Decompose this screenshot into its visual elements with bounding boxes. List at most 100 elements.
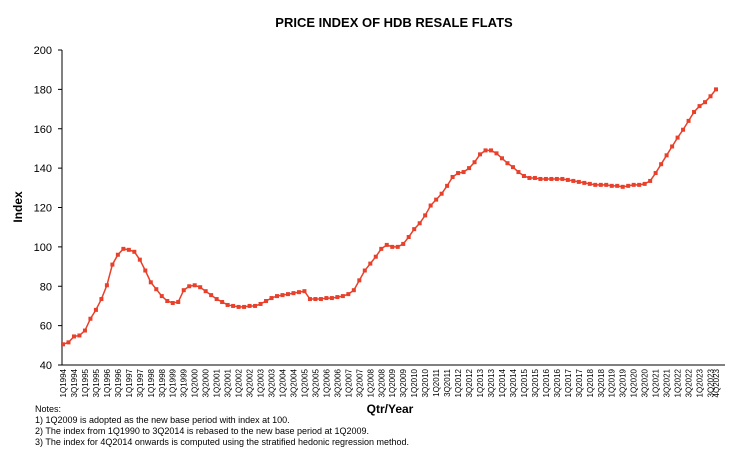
x-axis-title: Qtr/Year	[367, 402, 414, 416]
point	[664, 153, 669, 158]
x-tick-label: 3Q1997	[136, 368, 145, 397]
point	[615, 183, 620, 188]
x-tick-label: 1Q1999	[169, 368, 178, 397]
point	[461, 170, 466, 175]
point	[291, 291, 296, 296]
point	[434, 197, 439, 202]
point	[593, 182, 598, 187]
point	[483, 148, 488, 153]
x-tick-label: 1Q2016	[542, 368, 551, 397]
point	[670, 144, 675, 149]
x-tick-label: 3Q2016	[553, 368, 562, 397]
point	[494, 151, 499, 156]
point	[516, 170, 521, 175]
x-tick-label: 3Q2015	[531, 368, 540, 397]
point	[692, 110, 697, 115]
x-tick-label: 1Q2017	[564, 368, 573, 397]
point	[686, 118, 691, 123]
point	[165, 299, 170, 304]
point	[335, 295, 340, 300]
x-tick-label: 3Q2014	[509, 368, 518, 397]
point	[390, 244, 395, 249]
point	[220, 300, 225, 304]
point	[82, 328, 87, 333]
x-tick-label: 1Q2019	[608, 368, 617, 397]
point	[242, 304, 247, 309]
y-tick-label: 80	[40, 281, 52, 293]
x-tick-label: 3Q2006	[333, 368, 342, 397]
point	[181, 288, 186, 293]
point	[137, 257, 142, 262]
x-tick-label: 3Q2008	[377, 368, 386, 397]
x-tick-label: 1Q2011	[432, 368, 441, 396]
x-tick-label: 3Q2009	[399, 368, 408, 397]
x-tick-label: 1Q2007	[344, 368, 353, 397]
point	[543, 176, 548, 181]
point	[439, 191, 444, 196]
point	[384, 242, 389, 247]
point	[428, 203, 433, 208]
point	[714, 87, 718, 92]
y-tick-label: 40	[40, 360, 52, 372]
x-tick-label: 3Q2001	[224, 368, 233, 397]
point	[154, 287, 159, 292]
x-tick-label: 1Q2001	[213, 368, 222, 397]
y-tick-label: 120	[34, 203, 52, 215]
point	[637, 182, 642, 187]
point	[285, 292, 290, 297]
x-tick-label: 1Q1997	[125, 368, 134, 397]
x-tick-label: 1Q2022	[674, 368, 683, 397]
x-tick-label: 3Q2000	[202, 368, 211, 397]
point	[148, 280, 153, 285]
point	[631, 182, 636, 187]
point	[532, 175, 537, 180]
point	[450, 174, 455, 179]
note: 3) The index for 4Q2014 onwards is compu…	[35, 437, 409, 447]
x-tick-label: 1Q2004	[278, 368, 287, 397]
point	[499, 156, 504, 161]
x-tick-label: 3Q2007	[355, 368, 364, 397]
y-tick-label: 180	[34, 84, 52, 96]
x-tick-label: 1Q1994	[59, 368, 68, 397]
x-tick-label: 1Q2002	[235, 368, 244, 397]
x-tick-label: 3Q2012	[465, 368, 474, 397]
point	[110, 262, 115, 267]
point	[505, 161, 510, 166]
x-tick-label: 3Q1994	[70, 368, 79, 397]
point	[126, 247, 131, 252]
point	[412, 227, 417, 232]
point	[582, 180, 587, 185]
point	[104, 283, 109, 288]
point	[489, 148, 494, 153]
point	[445, 183, 450, 188]
point	[571, 178, 576, 183]
point	[538, 176, 543, 181]
point	[61, 342, 65, 347]
x-tick-label: 3Q1995	[92, 368, 101, 397]
point	[554, 176, 559, 181]
point	[478, 152, 483, 157]
point	[565, 177, 570, 182]
x-tick-label: 3Q2022	[685, 368, 694, 397]
y-tick-label: 100	[34, 242, 52, 254]
point	[296, 290, 301, 295]
point	[703, 100, 708, 105]
point	[708, 94, 713, 99]
x-tick-label: 3Q2021	[663, 368, 672, 397]
point	[521, 174, 526, 178]
x-tick-label: 3Q2002	[246, 368, 255, 397]
point	[269, 296, 274, 301]
x-tick-label: 3Q2020	[641, 368, 650, 397]
point	[626, 183, 631, 188]
chart-title: PRICE INDEX OF HDB RESALE FLATS	[275, 15, 513, 30]
point	[587, 181, 592, 186]
point	[417, 221, 422, 226]
point	[401, 241, 406, 246]
point	[329, 296, 334, 301]
x-tick-label: 3Q1998	[158, 368, 167, 397]
point	[373, 254, 378, 259]
x-tick-label: 1Q2014	[498, 368, 507, 397]
point	[604, 182, 609, 187]
x-tick-label: 1Q2018	[586, 368, 595, 397]
point	[576, 179, 581, 184]
